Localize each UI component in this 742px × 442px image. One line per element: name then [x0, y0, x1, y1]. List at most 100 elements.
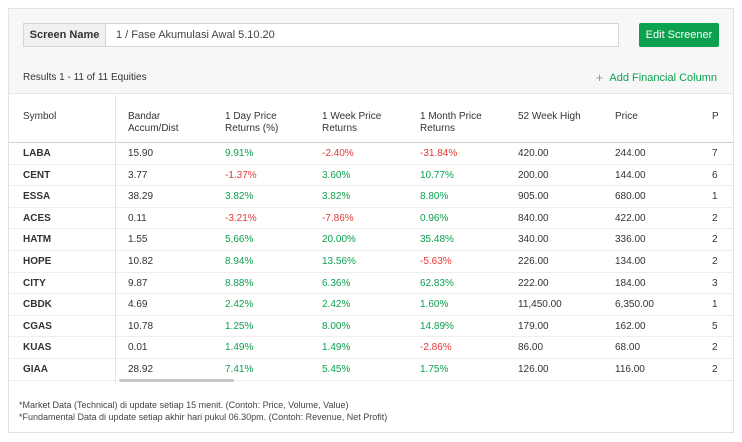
plus-icon: + — [595, 70, 604, 85]
cell-symbol[interactable]: HATM — [23, 234, 52, 246]
cell-symbol[interactable]: LABA — [23, 148, 51, 159]
table-row[interactable]: KUAS 0.01 1.49% 1.49% -2.86% 86.00 68.00 2 — [9, 337, 733, 359]
column-header-line: Accum/Dist — [128, 123, 179, 134]
table-row[interactable]: LABA 15.90 9.91% -2.40% -31.84% 420.00 244.00 7 — [9, 143, 733, 165]
cell-1-week-return: -2.40% — [322, 148, 354, 159]
screener-header: Screen Name 1 / Fase Akumulasi Awal 5.10… — [9, 9, 733, 94]
cell-p: 7 — [712, 148, 718, 159]
cell-symbol[interactable]: HOPE — [23, 255, 52, 267]
cell-symbol[interactable]: KUAS — [23, 342, 52, 354]
table-row[interactable]: HATM 1.55 5.66% 20.00% 35.48% 340.00 336.00 2 — [9, 229, 733, 251]
cell-price: 68.00 — [615, 342, 641, 354]
cell-bandar-accum-dist: 28.92 — [128, 363, 154, 375]
cell-price: 144.00 — [615, 169, 646, 181]
cell-1-month-return: 1.60% — [420, 299, 449, 311]
cell-price: 184.00 — [615, 277, 646, 289]
cell-bandar-accum-dist: 38.29 — [128, 191, 154, 203]
cell-1-month-return: 62.83% — [420, 277, 454, 289]
cell-p: 2 — [712, 342, 718, 354]
column-header-price[interactable]: Price — [615, 111, 638, 123]
cell-bandar-accum-dist: 1.55 — [128, 234, 148, 246]
table-row[interactable]: ACES 0.11 -3.21% -7.86% 0.96% 840.00 422.00 2 — [9, 208, 733, 230]
cell-symbol[interactable]: ACES — [23, 212, 51, 224]
cell-1-month-return: -2.86% — [420, 342, 452, 354]
cell-price: 162.00 — [615, 320, 646, 332]
column-header-p[interactable]: P — [712, 111, 719, 123]
table-row[interactable]: ESSA 38.29 3.82% 3.82% 8.80% 905.00 680.00 1 — [9, 186, 733, 208]
cell-1-month-return: 0.96% — [420, 212, 449, 224]
cell-1-week-return: 6.36% — [322, 277, 351, 289]
screen-name-label: Screen Name — [24, 24, 106, 46]
cell-1-day-return: -1.37% — [225, 169, 257, 181]
horizontal-scrollbar[interactable] — [119, 379, 234, 382]
column-header-line: Returns (%) — [225, 123, 279, 134]
footnotes: *Market Data (Technical) di update setia… — [19, 399, 387, 423]
add-financial-column-label: Add Financial Column — [609, 72, 717, 84]
column-divider — [115, 95, 116, 385]
cell-bandar-accum-dist: 9.87 — [128, 277, 148, 289]
column-header-bandar-accum-dist[interactable]: Bandar Accum/Dist — [128, 111, 179, 135]
cell-price: 134.00 — [615, 255, 646, 267]
table-body: LABA 15.90 9.91% -2.40% -31.84% 420.00 244.00 7… — [9, 143, 733, 381]
cell-p: 1 — [712, 299, 718, 311]
cell-bandar-accum-dist: 15.90 — [128, 148, 154, 159]
cell-symbol[interactable]: CBDK — [23, 299, 52, 311]
column-header-line: Price — [615, 111, 638, 122]
footnote-market-data: *Market Data (Technical) di update setia… — [19, 400, 349, 410]
results-count: Results 1 - 11 of 11 Equities — [23, 72, 147, 83]
table-row[interactable]: HOPE 10.82 8.94% 13.56% -5.63% 226.00 134.00 2 — [9, 251, 733, 273]
cell-52-week-high: 86.00 — [518, 342, 544, 354]
cell-1-day-return: 9.91% — [225, 148, 254, 159]
cell-1-day-return: 7.41% — [225, 363, 254, 375]
table-row[interactable]: CENT 3.77 -1.37% 3.60% 10.77% 200.00 144.00 6 — [9, 165, 733, 187]
table-row[interactable]: CITY 9.87 8.88% 6.36% 62.83% 222.00 184.00 3 — [9, 273, 733, 295]
cell-symbol[interactable]: CITY — [23, 277, 46, 289]
column-header-1-day-return[interactable]: 1 Day Price Returns (%) — [225, 111, 278, 135]
cell-1-day-return: 3.82% — [225, 191, 254, 203]
cell-bandar-accum-dist: 10.82 — [128, 255, 154, 267]
cell-p: 2 — [712, 363, 718, 375]
cell-bandar-accum-dist: 10.78 — [128, 320, 154, 332]
cell-symbol[interactable]: CENT — [23, 169, 51, 181]
table-row[interactable]: GIAA 28.92 7.41% 5.45% 1.75% 126.00 116.00 2 — [9, 359, 733, 381]
screen-name-value[interactable]: 1 / Fase Akumulasi Awal 5.10.20 — [116, 29, 275, 41]
column-header-line: 52 Week High — [518, 111, 581, 122]
cell-p: 2 — [712, 212, 718, 224]
cell-1-week-return: 3.82% — [322, 191, 351, 203]
cell-1-day-return: 1.25% — [225, 320, 254, 332]
edit-screener-button[interactable]: Edit Screener — [639, 23, 719, 47]
column-header-line: 1 Week Price — [322, 111, 382, 122]
cell-1-week-return: 1.49% — [322, 342, 351, 354]
cell-52-week-high: 226.00 — [518, 255, 549, 267]
table-row[interactable]: CGAS 10.78 1.25% 8.00% 14.89% 179.00 162.00 5 — [9, 316, 733, 338]
results-table: Symbol Bandar Accum/Dist 1 Day Price Returns… — [9, 95, 733, 381]
cell-52-week-high: 200.00 — [518, 169, 549, 181]
cell-1-day-return: 8.94% — [225, 255, 254, 267]
cell-1-month-return: -5.63% — [420, 255, 452, 267]
cell-1-week-return: 20.00% — [322, 234, 356, 246]
screen-name-field[interactable]: Screen Name 1 / Fase Akumulasi Awal 5.10… — [23, 23, 619, 47]
cell-price: 116.00 — [615, 363, 645, 375]
cell-bandar-accum-dist: 4.69 — [128, 299, 148, 311]
cell-p: 6 — [712, 169, 718, 181]
cell-1-month-return: 14.89% — [420, 320, 454, 332]
cell-price: 680.00 — [615, 191, 646, 203]
add-financial-column-button[interactable]: + Add Financial Column — [595, 70, 717, 85]
column-header-1-month-return[interactable]: 1 Month Price Returns — [420, 111, 482, 135]
column-header-symbol[interactable]: Symbol — [23, 111, 56, 123]
cell-symbol[interactable]: GIAA — [23, 363, 48, 375]
cell-symbol[interactable]: CGAS — [23, 320, 52, 332]
column-header-52-week-high[interactable]: 52 Week High — [518, 111, 581, 123]
cell-1-month-return: 1.75% — [420, 363, 449, 375]
cell-52-week-high: 11,450.00 — [518, 299, 562, 311]
cell-p: 2 — [712, 255, 718, 267]
table-row[interactable]: CBDK 4.69 2.42% 2.42% 1.60% 11,450.00 6,350.00… — [9, 294, 733, 316]
column-header-1-week-return[interactable]: 1 Week Price Returns — [322, 111, 381, 135]
cell-bandar-accum-dist: 3.77 — [128, 169, 148, 181]
cell-1-month-return: 10.77% — [420, 169, 454, 181]
cell-1-day-return: 8.88% — [225, 277, 254, 289]
cell-p: 5 — [712, 320, 718, 332]
cell-price: 336.00 — [615, 234, 646, 246]
table-header: Symbol Bandar Accum/Dist 1 Day Price Returns… — [9, 95, 733, 143]
cell-symbol[interactable]: ESSA — [23, 191, 51, 203]
